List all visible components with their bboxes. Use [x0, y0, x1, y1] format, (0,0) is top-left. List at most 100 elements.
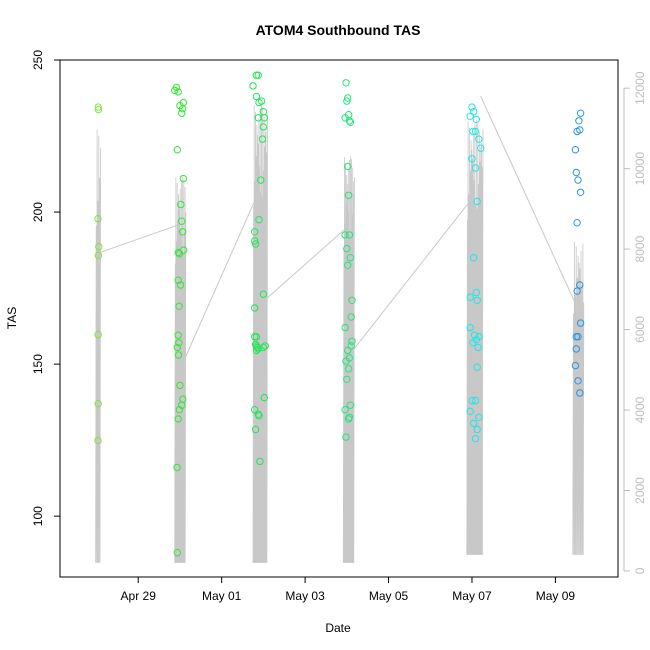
y2-tick-label: 10000 — [633, 152, 647, 186]
data-point — [259, 343, 268, 352]
x-tick-label: May 01 — [202, 589, 242, 603]
x-tick-label: May 03 — [285, 589, 325, 603]
altitude-connector — [182, 200, 256, 362]
data-point — [466, 112, 474, 121]
altitude-connector — [480, 96, 577, 306]
data-point — [469, 339, 477, 347]
data-point — [175, 406, 184, 414]
data-point — [255, 98, 263, 107]
y2-tick-label: 0 — [633, 567, 647, 574]
data-point — [348, 296, 356, 304]
data-point — [251, 406, 259, 414]
data-point — [173, 343, 182, 352]
chart-title: ATOM4 Southbound TAS — [256, 22, 421, 38]
data-point — [572, 345, 580, 353]
data-point — [173, 463, 181, 472]
y-axis-left: 100 150 200 250 — [31, 50, 60, 526]
x-tick-label: May 09 — [536, 589, 576, 603]
data-point — [174, 351, 183, 359]
data-point — [346, 118, 354, 127]
data-point — [343, 97, 351, 105]
data-point — [261, 342, 269, 350]
data-point — [472, 288, 480, 297]
data-point — [477, 144, 485, 152]
data-point — [174, 88, 182, 96]
data-point — [571, 146, 580, 154]
data-point — [174, 248, 182, 257]
data-point — [471, 434, 480, 443]
altitude-profile — [342, 156, 355, 563]
altitude-profile — [252, 104, 268, 563]
data-point — [572, 168, 580, 177]
y-tick-label: 200 — [31, 202, 45, 222]
data-point — [576, 389, 584, 397]
data-point — [94, 251, 103, 260]
data-point — [468, 155, 476, 163]
altitude-profile — [174, 176, 187, 563]
data-point — [175, 302, 183, 310]
data-point — [175, 250, 184, 258]
data-point — [344, 94, 352, 102]
data-point — [344, 415, 353, 423]
data-point — [347, 342, 355, 350]
data-point — [174, 276, 182, 284]
data-point — [175, 339, 183, 347]
data-point — [346, 254, 354, 262]
data-point — [94, 105, 103, 114]
data-point — [252, 92, 261, 101]
data-point — [251, 240, 260, 248]
data-point — [473, 296, 481, 304]
data-point — [251, 228, 259, 236]
data-point — [473, 363, 481, 371]
data-point — [342, 433, 350, 441]
x-tick-label: May 07 — [452, 589, 492, 603]
y-axis-right: 0 2000 4000 6000 8000 10000 12000 — [623, 71, 647, 574]
data-point — [471, 127, 480, 136]
x-axis: Apr 29 May 01 May 03 May 05 May 07 May 09 — [121, 577, 576, 603]
data-point — [343, 375, 351, 383]
data-point — [257, 176, 265, 184]
data-point — [256, 457, 264, 466]
data-point — [341, 231, 349, 239]
data-point — [251, 425, 260, 434]
data-point — [259, 123, 268, 131]
data-point — [94, 330, 102, 339]
data-point — [468, 103, 476, 111]
data-point — [343, 244, 351, 253]
data-point — [254, 345, 262, 353]
data-point — [470, 254, 478, 262]
y2-tick-label: 12000 — [633, 71, 647, 105]
data-point — [344, 191, 353, 200]
data-point — [576, 319, 585, 327]
data-point — [178, 401, 186, 409]
data-point — [176, 381, 184, 390]
data-point — [468, 396, 476, 405]
points-layer — [94, 71, 585, 557]
plot-frame — [59, 59, 619, 578]
altitude-profile — [572, 241, 585, 555]
data-point — [571, 361, 580, 370]
data-point — [466, 407, 474, 415]
x-axis-title: Date — [325, 621, 351, 635]
data-point — [347, 313, 355, 321]
data-point — [472, 115, 480, 124]
data-point — [254, 71, 262, 79]
data-point — [177, 200, 185, 209]
data-point — [466, 323, 474, 332]
data-point — [576, 281, 584, 289]
data-point — [178, 228, 187, 236]
data-point — [346, 401, 354, 409]
data-point — [475, 413, 483, 421]
data-point — [94, 436, 102, 445]
data-point — [345, 117, 354, 125]
data-point — [178, 109, 186, 117]
data-point — [179, 174, 188, 183]
data-point — [173, 146, 182, 154]
data-point — [473, 425, 481, 434]
data-point — [94, 400, 102, 408]
data-point — [344, 261, 352, 269]
altitude-connector — [349, 200, 471, 355]
data-point — [258, 135, 267, 143]
data-point — [470, 108, 478, 116]
data-point — [251, 304, 259, 312]
